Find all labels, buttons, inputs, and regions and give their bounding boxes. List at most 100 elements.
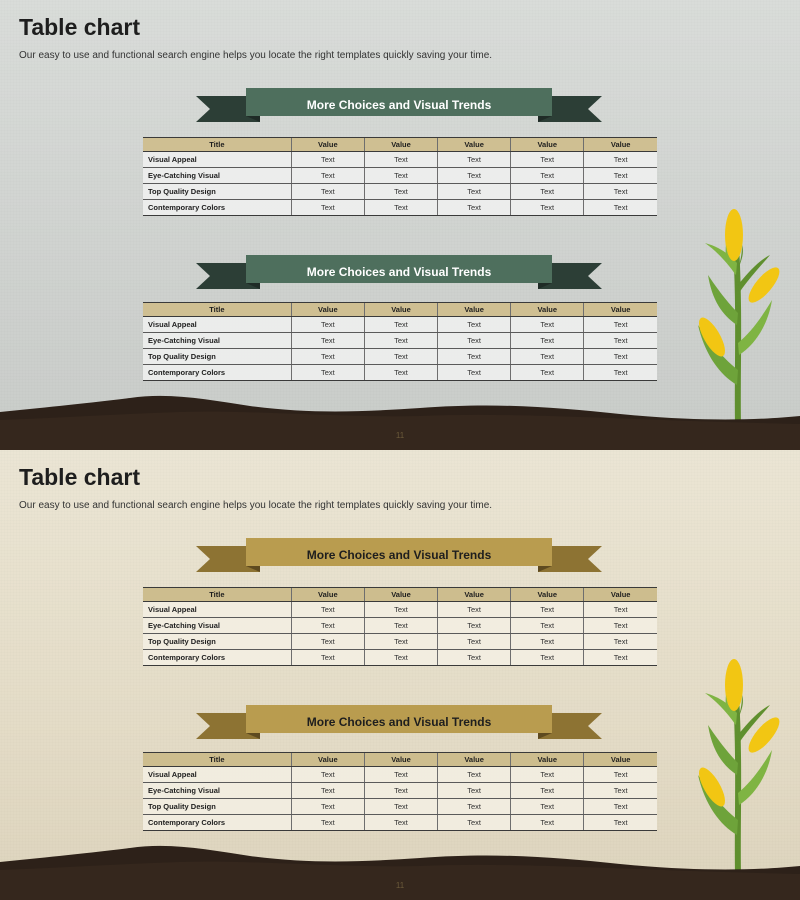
table-row: Visual Appeal Text Text Text Text Text: [143, 601, 657, 618]
table-cell: Text: [290, 348, 365, 365]
table-cell: Text: [437, 766, 511, 783]
table-cell: Text: [290, 332, 365, 349]
data-table: Title Value Value Value Value Value Visu…: [143, 752, 657, 831]
table-cell: Text: [290, 798, 365, 815]
table-cell: Text: [437, 332, 511, 349]
row-title: Visual Appeal: [143, 316, 292, 333]
table-cell: Text: [583, 649, 657, 666]
page-number: 11: [395, 881, 405, 890]
table-cell: Text: [583, 199, 657, 216]
table-row: Contemporary Colors Text Text Text Text …: [143, 364, 657, 381]
table-cell: Text: [583, 617, 657, 634]
row-title: Top Quality Design: [143, 798, 292, 815]
row-title: Contemporary Colors: [143, 199, 292, 216]
column-header: Value: [510, 752, 584, 767]
table-cell: Text: [510, 167, 584, 184]
ribbon-shape: [196, 705, 602, 739]
column-header: Title: [143, 137, 292, 152]
table-cell: Text: [583, 798, 657, 815]
ribbon-banner: More Choices and Visual Trends: [196, 703, 602, 741]
column-header: Value: [290, 752, 365, 767]
table-cell: Text: [510, 617, 584, 634]
column-header: Value: [363, 752, 438, 767]
table-cell: Text: [510, 364, 584, 381]
column-header: Title: [143, 302, 292, 317]
soil-ground: [0, 845, 800, 900]
table-cell: Text: [437, 199, 511, 216]
table-row: Top Quality Design Text Text Text Text T…: [143, 633, 657, 650]
table-cell: Text: [510, 332, 584, 349]
paper-texture: [0, 0, 800, 450]
row-title: Visual Appeal: [143, 151, 292, 168]
slide-subtitle: Our easy to use and functional search en…: [19, 500, 493, 511]
column-header: Value: [290, 137, 365, 152]
table-cell: Text: [363, 183, 438, 200]
row-title: Contemporary Colors: [143, 364, 292, 381]
table-cell: Text: [437, 348, 511, 365]
table-cell: Text: [510, 649, 584, 666]
soil-ground: [0, 395, 800, 450]
table-cell: Text: [437, 151, 511, 168]
table-row: Contemporary Colors Text Text Text Text …: [143, 814, 657, 831]
column-header: Title: [143, 587, 292, 602]
table-cell: Text: [363, 601, 438, 618]
table-cell: Text: [290, 649, 365, 666]
table-header-row: Title Value Value Value Value Value: [143, 302, 657, 317]
table-cell: Text: [583, 348, 657, 365]
row-title: Top Quality Design: [143, 348, 292, 365]
table-row: Eye-Catching Visual Text Text Text Text …: [143, 332, 657, 349]
table-cell: Text: [510, 798, 584, 815]
row-title: Visual Appeal: [143, 766, 292, 783]
table-heading: More Choices and Visual Trends: [306, 715, 492, 729]
table-row: Eye-Catching Visual Text Text Text Text …: [143, 617, 657, 634]
corn-plant-illustration: [698, 209, 780, 425]
table-cell: Text: [363, 199, 438, 216]
table-cell: Text: [290, 814, 365, 831]
table-row: Top Quality Design Text Text Text Text T…: [143, 183, 657, 200]
column-header: Value: [583, 752, 657, 767]
table-cell: Text: [437, 601, 511, 618]
table-cell: Text: [437, 798, 511, 815]
table-cell: Text: [363, 332, 438, 349]
table-cell: Text: [510, 601, 584, 618]
slide-1: Table chart Our easy to use and function…: [0, 0, 800, 450]
data-table: Title Value Value Value Value Value Visu…: [143, 587, 657, 666]
row-title: Eye-Catching Visual: [143, 332, 292, 349]
table-cell: Text: [363, 782, 438, 799]
table-cell: Text: [363, 151, 438, 168]
table-cell: Text: [583, 364, 657, 381]
table-cell: Text: [290, 151, 365, 168]
slide-2: Table chart Our easy to use and function…: [0, 450, 800, 900]
table-cell: Text: [583, 332, 657, 349]
table-row: Visual Appeal Text Text Text Text Text: [143, 766, 657, 783]
table-cell: Text: [437, 167, 511, 184]
table-cell: Text: [363, 766, 438, 783]
table-cell: Text: [290, 633, 365, 650]
table-header-row: Title Value Value Value Value Value: [143, 137, 657, 152]
table-cell: Text: [363, 814, 438, 831]
column-header: Value: [437, 137, 511, 152]
table-cell: Text: [437, 617, 511, 634]
row-title: Contemporary Colors: [143, 649, 292, 666]
table-cell: Text: [510, 766, 584, 783]
slide-title: Table chart: [19, 14, 140, 40]
table-heading: More Choices and Visual Trends: [306, 98, 492, 112]
table-cell: Text: [437, 183, 511, 200]
data-table: Title Value Value Value Value Value Visu…: [143, 137, 657, 216]
table-cell: Text: [583, 167, 657, 184]
table-row: Visual Appeal Text Text Text Text Text: [143, 316, 657, 333]
row-title: Eye-Catching Visual: [143, 167, 292, 184]
table-cell: Text: [583, 766, 657, 783]
table-header-row: Title Value Value Value Value Value: [143, 587, 657, 602]
table-header-row: Title Value Value Value Value Value: [143, 752, 657, 767]
table-cell: Text: [510, 782, 584, 799]
table-cell: Text: [583, 814, 657, 831]
table-cell: Text: [437, 633, 511, 650]
ribbon-shape: [196, 88, 602, 122]
ribbon-banner: More Choices and Visual Trends: [196, 253, 602, 291]
table-cell: Text: [363, 649, 438, 666]
table-cell: Text: [583, 782, 657, 799]
row-title: Contemporary Colors: [143, 814, 292, 831]
table-cell: Text: [510, 151, 584, 168]
column-header: Value: [583, 587, 657, 602]
